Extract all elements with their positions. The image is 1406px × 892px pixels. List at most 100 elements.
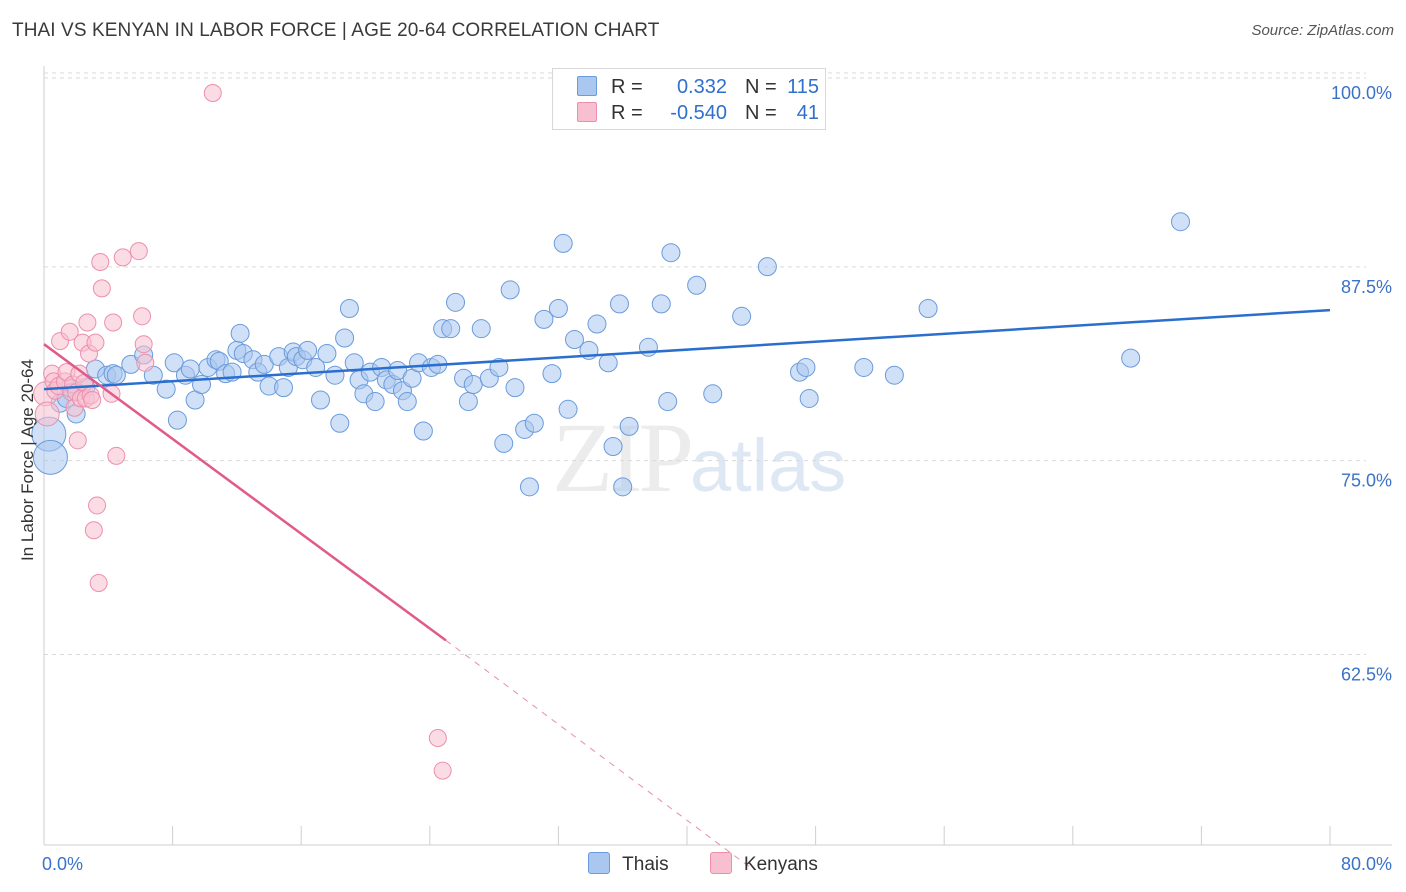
data-point-thais [1121, 348, 1141, 368]
data-point-thais [603, 437, 623, 457]
data-point-kenyans [104, 313, 123, 332]
grid-lines [44, 72, 1366, 655]
y-axis-label: In Labor Force | Age 20-64 [18, 359, 37, 561]
legend-item-thais[interactable]: Thais [588, 852, 669, 876]
correlation-legend: R = 0.332 N = 115 R = -0.540 N = 41 [552, 68, 826, 130]
watermark-atlas: atlas [690, 424, 847, 507]
data-point-thais [274, 378, 294, 398]
data-point-thais [658, 392, 678, 412]
legend-r-label: R = [611, 102, 643, 124]
data-point-thais [524, 413, 544, 433]
data-point-thais [339, 299, 359, 319]
data-point-kenyans [91, 253, 110, 272]
data-point-thais [1171, 212, 1191, 232]
chart-title: THAI VS KENYAN IN LABOR FORCE | AGE 20-6… [12, 20, 660, 41]
data-point-kenyans [136, 353, 155, 372]
data-point-thais [317, 343, 337, 363]
data-point-thais [534, 309, 554, 329]
data-point-kenyans [433, 761, 452, 780]
legend-n-value: 115 [787, 76, 819, 98]
data-point-thais [553, 233, 573, 253]
legend-row-thais: R = 0.332 N = 115 [577, 76, 819, 100]
legend-n-label: N = [745, 102, 777, 124]
legend-label-thais: Thais [622, 854, 669, 875]
data-point-thais [446, 292, 466, 312]
data-point-thais [180, 359, 200, 379]
x-tick-label: 80.0% [1341, 854, 1392, 874]
data-point-kenyans [113, 248, 132, 267]
data-point-thais [32, 439, 68, 475]
data-point-thais [703, 384, 723, 404]
legend-swatch-thais [577, 76, 597, 96]
data-point-kenyans [86, 333, 105, 352]
data-point-thais [365, 392, 385, 412]
data-point-thais [156, 379, 176, 399]
legend-row-kenyans: R = -0.540 N = 41 [577, 102, 819, 126]
data-point-thais [298, 340, 318, 360]
data-point-thais [799, 388, 819, 408]
data-point-kenyans [68, 431, 87, 450]
data-point-thais [884, 365, 904, 385]
data-point-kenyans [133, 307, 152, 326]
data-point-kenyans [203, 84, 222, 103]
data-point-thais [489, 357, 509, 377]
x-tick-label: 0.0% [42, 854, 83, 874]
source-credit: Source: ZipAtlas.com [1251, 22, 1394, 39]
data-point-thais [310, 390, 330, 410]
data-point-thais [564, 330, 584, 350]
data-point-thais [325, 365, 345, 385]
legend-r-value: 0.332 [676, 76, 727, 98]
data-point-thais [613, 477, 633, 497]
data-point-thais [494, 433, 514, 453]
data-point-thais [732, 306, 752, 326]
data-point-thais [661, 243, 681, 263]
legend-n-value: 41 [796, 102, 819, 124]
legend-swatch-thais [588, 852, 611, 874]
legend-r-value: -0.540 [670, 102, 727, 124]
data-point-kenyans [34, 401, 60, 427]
data-point-kenyans [107, 446, 126, 465]
data-point-thais [598, 353, 618, 373]
data-point-thais [458, 392, 478, 412]
data-point-thais [413, 421, 433, 441]
data-point-thais [397, 392, 417, 412]
series-kenyans [33, 84, 452, 780]
data-point-thais [687, 275, 707, 295]
y-tick-label: 75.0% [1341, 471, 1392, 491]
data-point-thais [619, 416, 639, 436]
legend-item-kenyans[interactable]: Kenyans [709, 852, 818, 876]
axes [43, 66, 1392, 846]
data-point-kenyans [92, 279, 111, 298]
data-point-kenyans [428, 729, 447, 748]
data-point-kenyans [84, 521, 103, 540]
data-point-kenyans [83, 391, 102, 410]
data-point-thais [505, 378, 525, 398]
data-point-thais [471, 319, 491, 339]
data-point-thais [587, 314, 607, 334]
trend-line-thais [43, 308, 1331, 391]
data-point-thais [167, 410, 187, 430]
data-point-kenyans [134, 335, 153, 354]
data-point-thais [918, 299, 938, 319]
data-point-thais [335, 328, 355, 348]
data-point-kenyans [89, 573, 108, 592]
data-point-thais [330, 413, 350, 433]
trend-lines [43, 308, 1331, 869]
data-point-thais [651, 294, 671, 314]
tick-labels: 62.5% 75.0% 87.5% 100.0% 0.0% 80.0% [42, 83, 1392, 874]
y-tick-label: 62.5% [1341, 664, 1392, 684]
data-point-kenyans [78, 313, 97, 332]
data-point-thais [500, 280, 520, 300]
data-point-thais [542, 364, 562, 384]
data-point-thais [854, 357, 874, 377]
data-point-thais [441, 319, 461, 339]
data-point-thais [796, 357, 816, 377]
data-point-thais [548, 299, 568, 319]
trend-line-kenyans [43, 343, 447, 642]
data-point-thais [230, 323, 250, 343]
y-tick-label: 87.5% [1341, 277, 1392, 297]
legend-swatch-kenyans [577, 102, 597, 122]
y-tick-label: 100.0% [1331, 83, 1392, 103]
legend-swatch-kenyans [709, 852, 732, 874]
